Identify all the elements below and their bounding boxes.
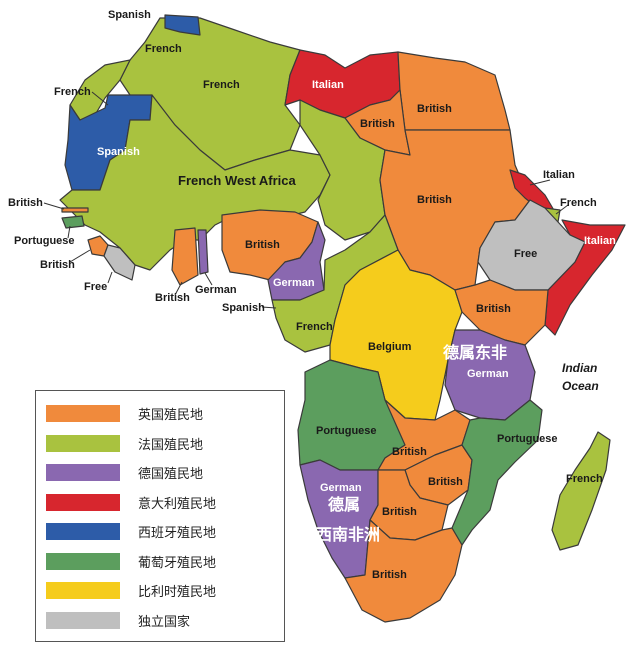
- annotation-german-east-africa: 德属东非: [443, 343, 507, 362]
- map-legend: 英国殖民地法国殖民地德国殖民地意大利殖民地 西班牙殖民地 葡萄牙殖民地 比利时殖民地独…: [35, 390, 285, 642]
- legend-label: 意大利殖民地: [138, 496, 217, 512]
- label-french-somali: French: [560, 197, 597, 209]
- legend-swatch: [46, 582, 120, 600]
- label-portuguese-mozambique: Portuguese: [497, 433, 558, 445]
- legend-swatch: [46, 405, 120, 423]
- legend-label: 西班牙殖民地: [138, 526, 217, 542]
- legend-label: 法国殖民地: [138, 437, 204, 453]
- region-british-south-africa: [344, 519, 463, 623]
- region-portuguese-guinea: [61, 215, 85, 229]
- label-french-nw: French: [54, 86, 91, 98]
- label-portuguese-angola: Portuguese: [316, 425, 377, 437]
- label-british-egypt-west: British: [360, 118, 395, 130]
- label-portuguese-guinea: Portuguese: [14, 235, 75, 247]
- legend-label: 葡萄牙殖民地: [138, 555, 217, 571]
- leader-spanish-guinea: [261, 306, 277, 309]
- region-british-goldcoast: [171, 227, 199, 286]
- legend-item: 德国殖民地: [46, 458, 284, 488]
- label-british-bechuana: British: [382, 506, 417, 518]
- label-german-east: German: [467, 368, 509, 380]
- legend-swatch: [46, 611, 120, 629]
- label-spanish-sahara: Spanish: [97, 146, 140, 158]
- legend-item: 西班牙殖民地: [46, 517, 284, 547]
- leader-french-nw: [91, 91, 109, 106]
- label-french-west-africa: French West Africa: [178, 173, 297, 188]
- annotation-german-sw-line1: 德属: [328, 495, 360, 514]
- label-indian-ocean-line1: Indian: [562, 361, 597, 375]
- label-belgium-congo: Belgium: [368, 341, 412, 353]
- legend-item: 独立国家: [46, 606, 284, 636]
- leader-portuguese-guinea: [67, 225, 71, 239]
- leader-sierra-leone: [69, 249, 91, 263]
- legend-item: 法国殖民地: [46, 429, 284, 459]
- label-german-togo: German: [195, 284, 237, 296]
- label-french-morocco: French: [145, 43, 182, 55]
- label-british-sierra-leone: British: [40, 259, 75, 271]
- region-french-chad: [299, 99, 386, 241]
- region-portuguese-mozambique: [451, 399, 543, 546]
- legend-swatch: [46, 464, 120, 482]
- legend-label: 德国殖民地: [138, 467, 204, 483]
- legend-swatch: [46, 523, 120, 541]
- label-indian-ocean-line2: Ocean: [562, 379, 599, 393]
- region-british-gambia: [61, 207, 89, 213]
- legend-swatch: [46, 434, 120, 452]
- leader-british-gambia: [43, 202, 65, 210]
- label-french-equatorial: French: [296, 321, 333, 333]
- label-british-nyasa: British: [428, 476, 463, 488]
- legend-label: 英国殖民地: [138, 408, 204, 424]
- label-british-egypt: British: [417, 103, 452, 115]
- label-german-southwest: German: [320, 482, 362, 494]
- legend-label: 独立国家: [138, 614, 191, 630]
- region-french-madagascar: [551, 431, 611, 551]
- region-free-ethiopia: [477, 199, 586, 291]
- label-french-algeria: French: [203, 79, 240, 91]
- label-free-liberia: Free: [84, 281, 107, 293]
- legend-item: 英国殖民地: [46, 399, 284, 429]
- leader-french-somali: [555, 204, 569, 215]
- label-french-madagascar: French: [566, 473, 603, 485]
- legend-item: 意大利殖民地: [46, 488, 284, 518]
- leader-italian-eritrea: [529, 179, 551, 186]
- label-british-rhodesia: British: [392, 446, 427, 458]
- label-spanish-guinea: Spanish: [222, 302, 265, 314]
- leader-german-togo: [204, 272, 213, 286]
- region-spanish-morocco: [164, 14, 201, 36]
- legend-item: 比利时殖民地: [46, 576, 284, 606]
- leader-free-liberia: [107, 271, 113, 284]
- label-british-kenya: British: [476, 303, 511, 315]
- region-free-liberia: [103, 244, 136, 281]
- label-british-goldcoast: British: [155, 292, 190, 304]
- label-italian-libya: Italian: [312, 79, 344, 91]
- legend-swatch: [46, 552, 120, 570]
- legend-item: 葡萄牙殖民地: [46, 547, 284, 577]
- legend-label: 比利时殖民地: [138, 585, 217, 601]
- label-british-south-africa: British: [372, 569, 407, 581]
- label-italian-eritrea: Italian: [543, 169, 575, 181]
- label-free-ethiopia: Free: [514, 248, 537, 260]
- label-british-gambia: British: [8, 197, 43, 209]
- legend-swatch: [46, 493, 120, 511]
- label-british-nigeria: British: [245, 239, 280, 251]
- leader-british-goldcoast: [174, 281, 183, 296]
- annotation-german-sw-line2: 西南非洲: [316, 525, 380, 544]
- region-german-togo: [197, 229, 209, 275]
- label-italian-somalia: Italian: [584, 235, 616, 247]
- label-spanish-morocco: Spanish: [108, 9, 151, 21]
- label-british-sudan: British: [417, 194, 452, 206]
- label-german-kamerun: German: [273, 277, 315, 289]
- region-british-egypt: [397, 51, 511, 131]
